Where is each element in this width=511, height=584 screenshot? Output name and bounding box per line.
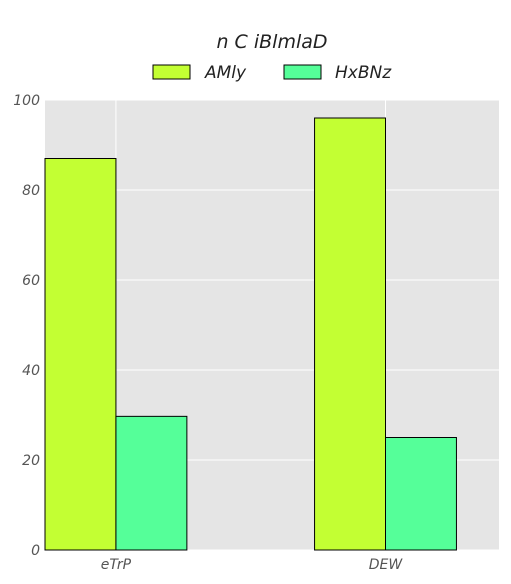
y-tick-label: 60: [22, 273, 40, 289]
bar-hxbnz-dew: [385, 437, 457, 551]
legend-swatch-hxbnz: [283, 64, 322, 80]
y-tick-label: 40: [22, 363, 40, 379]
legend: AMly HxBNz: [152, 63, 392, 83]
bar-amly-dew: [314, 117, 386, 551]
legend-label-hxbnz: HxBNz: [335, 63, 392, 83]
y-tick-label: 80: [22, 183, 40, 199]
y-tick-label: 100: [13, 93, 40, 109]
bars: [44, 117, 457, 551]
y-tick-label: 20: [22, 453, 40, 469]
x-tick-label: eTrP: [101, 557, 132, 573]
legend-label-amly: AMly: [204, 63, 247, 83]
y-tick-label: 0: [31, 543, 40, 559]
x-axis: eTrP DEW: [101, 557, 404, 573]
y-axis: 0 20 40 60 80 100: [13, 93, 40, 559]
legend-swatch-amly: [152, 64, 191, 80]
chart-title: n C iBlmlaD: [216, 31, 327, 53]
bar-hxbnz-etrp: [115, 415, 188, 551]
bar-amly-etrp: [44, 158, 117, 551]
x-tick-label: DEW: [369, 557, 404, 573]
